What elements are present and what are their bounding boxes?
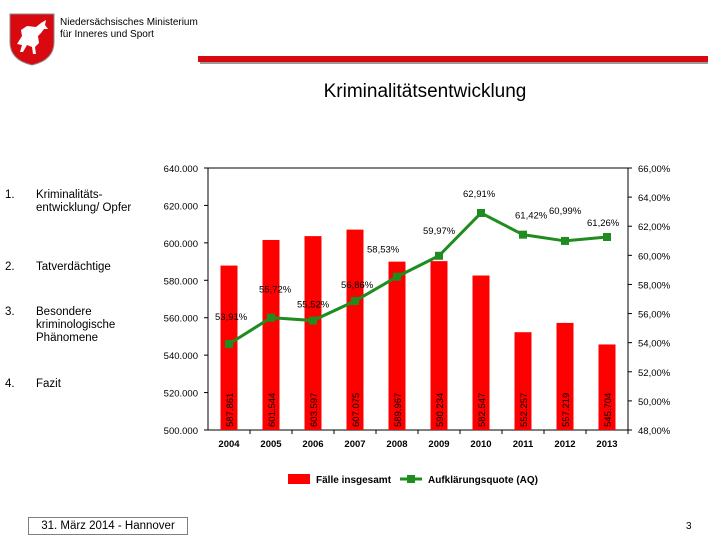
aq-value-label: 55,72% [259, 285, 292, 296]
header-bar-shadow [200, 62, 708, 64]
left-axis-tick-label: 560.000 [164, 314, 198, 325]
aq-marker-2007 [351, 297, 359, 306]
agenda-text: Tatverdächtige [36, 261, 111, 273]
bar-2009 [430, 261, 448, 430]
agenda-number: 1. [5, 189, 15, 201]
agenda-number: 4. [5, 378, 15, 390]
legend-line-marker [407, 475, 415, 483]
bar-2008 [388, 261, 406, 430]
aq-marker-2004 [225, 339, 233, 348]
bar-value-label: 545.704 [603, 393, 614, 427]
aq-value-label: 53,91% [215, 312, 248, 323]
aq-marker-2005 [267, 313, 275, 322]
aq-value-label: 55,52% [297, 300, 330, 311]
ministry-line-1: Niedersächsisches Ministerium [60, 17, 198, 28]
bar-2005 [262, 239, 280, 430]
left-axis-tick-label: 580.000 [164, 276, 198, 287]
right-axis-tick-label: 48,00% [638, 426, 671, 437]
x-axis-label: 2011 [513, 439, 534, 450]
lower-saxony-coat-of-arms [9, 13, 55, 66]
aq-marker-2006 [309, 316, 317, 325]
aq-value-label: 58,53% [367, 245, 400, 256]
aq-marker-2013 [603, 232, 611, 241]
x-axis-label: 2012 [554, 439, 575, 450]
agenda-number: 2. [5, 261, 15, 273]
bar-2007 [346, 229, 364, 430]
x-axis-label: 2005 [260, 439, 282, 450]
right-axis-tick-label: 64,00% [638, 193, 671, 204]
left-axis-tick-label: 540.000 [164, 351, 198, 362]
aq-value-label: 56,86% [341, 280, 374, 291]
header-red-bar [198, 56, 708, 62]
x-axis-label: 2004 [218, 439, 240, 450]
footer-date: 31. März 2014 - Hannover [28, 517, 188, 535]
ministry-name: Niedersächsisches Ministerium für Innere… [60, 17, 198, 41]
aq-value-label: 62,91% [463, 189, 496, 200]
bar-value-label: 603.597 [309, 393, 320, 427]
bar-value-label: 552.257 [519, 393, 530, 427]
x-axis-label: 2009 [428, 439, 449, 450]
right-axis-tick-label: 60,00% [638, 251, 671, 262]
left-axis-tick-label: 620.000 [164, 201, 198, 212]
agenda-text: Besondere kriminologische Phänomene [36, 306, 116, 344]
ministry-line-2: für Inneres und Sport [60, 29, 154, 40]
bar-2013 [598, 344, 616, 430]
bar-2006 [304, 236, 322, 430]
x-axis-label: 2006 [302, 439, 323, 450]
x-axis-label: 2007 [344, 439, 365, 450]
bar-2010 [472, 275, 490, 430]
left-axis-tick-label: 600.000 [164, 239, 198, 250]
aq-marker-2009 [435, 251, 443, 260]
right-axis-tick-label: 66,00% [638, 164, 671, 175]
aq-value-label: 61,26% [587, 218, 620, 229]
legend-bar-label: Fälle insgesamt [316, 475, 392, 486]
page-number: 3 [686, 521, 692, 532]
x-axis-label: 2008 [386, 439, 407, 450]
bar-value-label: 582.547 [477, 393, 488, 427]
bar-2012 [556, 322, 574, 430]
agenda-text: Kriminalitäts-entwicklung/ Opfer [36, 189, 132, 214]
aq-value-label: 59,97% [423, 226, 456, 237]
aq-value-label: 60,99% [549, 206, 582, 217]
right-axis-tick-label: 54,00% [638, 339, 671, 350]
aq-series-line [228, 211, 608, 346]
left-axis-tick-label: 520.000 [164, 389, 198, 400]
right-axis-tick-label: 56,00% [638, 310, 671, 321]
aq-marker-2011 [519, 230, 527, 239]
bar-value-label: 557.219 [561, 393, 572, 427]
right-axis-tick-label: 52,00% [638, 368, 671, 379]
left-axis-tick-label: 500.000 [164, 426, 198, 437]
x-axis-label: 2010 [470, 439, 491, 450]
aq-marker-2012 [561, 236, 569, 245]
legend-line-label: Aufklärungsquote (AQ) [428, 475, 538, 486]
left-axis-tick-label: 640.000 [164, 164, 198, 175]
bar-2011 [514, 332, 532, 430]
right-axis-tick-label: 62,00% [638, 222, 671, 233]
bar-value-label: 601.544 [267, 393, 278, 427]
agenda-number: 3. [5, 306, 15, 318]
aq-marker-2010 [477, 208, 485, 217]
right-axis-tick-label: 58,00% [638, 280, 671, 291]
bar-value-label: 607.075 [351, 393, 362, 427]
right-axis-tick-label: 50,00% [638, 397, 671, 408]
bar-value-label: 590.234 [435, 393, 446, 427]
slide-title: Kriminalitätsentwicklung [323, 81, 527, 102]
bar-value-label: 587.861 [225, 393, 236, 427]
legend-bar-swatch [288, 474, 310, 484]
aq-marker-2008 [393, 272, 401, 281]
bar-value-label: 589.967 [393, 393, 404, 427]
x-axis-label: 2013 [596, 439, 617, 450]
agenda-text: Fazit [36, 378, 61, 390]
aq-value-label: 61,42% [515, 211, 548, 222]
